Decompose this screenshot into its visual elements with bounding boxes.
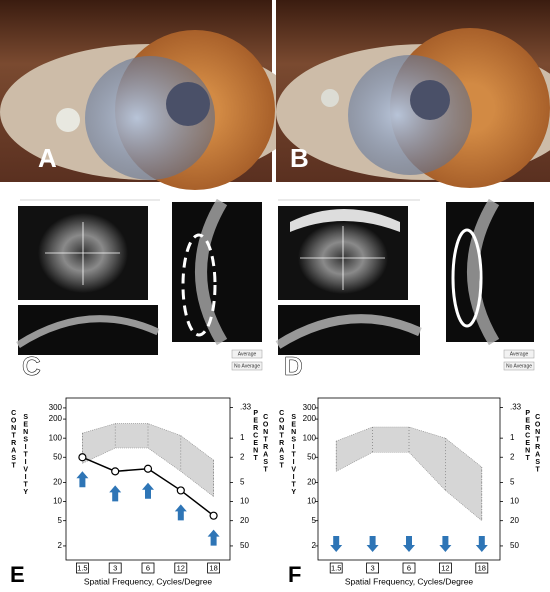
y2-tick-label: 1 bbox=[510, 433, 515, 442]
plot-frame bbox=[65, 397, 231, 561]
data-point bbox=[143, 464, 153, 473]
y2-tick-label: 2 bbox=[510, 452, 515, 461]
arrow bbox=[207, 529, 220, 546]
panel-label: D bbox=[284, 351, 303, 381]
x-tick-box bbox=[402, 562, 416, 574]
x-tick-box bbox=[76, 562, 89, 574]
x-tick-label: 12 bbox=[177, 563, 185, 572]
arrow bbox=[439, 536, 452, 552]
x-tick-box bbox=[174, 562, 188, 574]
y-axis-label: SENSITIVITY bbox=[290, 414, 297, 497]
photo-a: A bbox=[0, 0, 300, 190]
x-tick-box bbox=[366, 562, 380, 574]
button[interactable]: Average bbox=[510, 351, 529, 357]
panel-label: B bbox=[290, 143, 309, 173]
y-tick-label: 20 bbox=[307, 478, 316, 487]
data-point bbox=[209, 511, 218, 520]
arrow bbox=[76, 471, 89, 488]
y-tick-label: 300 bbox=[49, 403, 63, 412]
y2-tick-label: 10 bbox=[510, 497, 519, 506]
x-tick-box bbox=[329, 562, 343, 574]
y2-tick-label: 2 bbox=[240, 452, 245, 461]
button[interactable]: No Average bbox=[506, 363, 532, 369]
x-tick-box bbox=[475, 562, 489, 574]
y-tick-label: 5 bbox=[58, 516, 63, 525]
x-tick-box bbox=[207, 562, 221, 574]
button[interactable]: No Average bbox=[234, 363, 260, 369]
y-tick-label: 50 bbox=[307, 452, 316, 461]
y2-axis-label: CONTRAST bbox=[262, 414, 269, 474]
y2-tick-label: 50 bbox=[240, 541, 249, 550]
y2-axis-label: CONTRAST bbox=[534, 414, 541, 474]
x-tick-label: 1.5 bbox=[331, 563, 341, 572]
y2-tick-label: 50 bbox=[510, 541, 519, 550]
y2-tick-label: 20 bbox=[510, 516, 519, 525]
x-tick-label: 6 bbox=[407, 563, 411, 572]
arrow bbox=[475, 536, 488, 552]
y2-tick-label: 1 bbox=[240, 433, 245, 442]
y-tick-label: 10 bbox=[53, 497, 62, 506]
arrow bbox=[403, 536, 415, 552]
x-tick-label: 18 bbox=[478, 563, 486, 572]
x-tick-label: 18 bbox=[209, 563, 217, 572]
button[interactable]: Average bbox=[238, 351, 257, 357]
data-point bbox=[111, 467, 120, 476]
x-tick-box bbox=[438, 562, 452, 574]
y2-tick-label: .33 bbox=[510, 403, 522, 412]
y-axis-label: CONTRAST bbox=[278, 410, 285, 470]
y-tick-label: 100 bbox=[49, 433, 63, 442]
x-tick-label: 3 bbox=[113, 563, 117, 572]
y-tick-label: 2 bbox=[312, 541, 317, 550]
y2-tick-label: 20 bbox=[240, 516, 249, 525]
y-tick-label: 300 bbox=[303, 403, 317, 412]
x-axis-label: Spatial Frequency, Cycles/Degree bbox=[345, 576, 474, 586]
y-tick-label: 2 bbox=[58, 541, 63, 550]
y2-axis-label: PERCENT bbox=[524, 410, 531, 463]
y-tick-label: 10 bbox=[307, 497, 316, 506]
data-point bbox=[176, 486, 185, 495]
arrow bbox=[366, 536, 379, 552]
arrow bbox=[109, 485, 122, 502]
x-tick-box bbox=[108, 562, 122, 574]
y-axis-label: CONTRAST bbox=[10, 410, 17, 470]
panel-label: A bbox=[38, 143, 57, 173]
arrow bbox=[142, 482, 154, 499]
y2-tick-label: 10 bbox=[240, 497, 249, 506]
y-tick-label: 200 bbox=[303, 414, 317, 423]
panel-label: F bbox=[288, 562, 301, 587]
y2-axis-label: PERCENT bbox=[252, 410, 259, 463]
x-tick-label: 3 bbox=[371, 563, 375, 572]
y2-tick-label: .33 bbox=[240, 403, 252, 412]
x-tick-label: 12 bbox=[441, 563, 449, 572]
y-axis-label: SENSITIVITY bbox=[22, 414, 29, 497]
arrow bbox=[330, 536, 343, 552]
y-tick-label: 100 bbox=[303, 433, 317, 442]
x-axis-label: Spatial Frequency, Cycles/Degree bbox=[84, 576, 213, 586]
oct-panel-c: Average No Average C bbox=[16, 198, 263, 381]
oct-panel-d: Average No Average D bbox=[275, 198, 535, 381]
panel-label: C bbox=[22, 351, 41, 381]
y-tick-label: 20 bbox=[53, 478, 62, 487]
data-point bbox=[78, 453, 87, 462]
x-tick-label: 1.5 bbox=[77, 563, 87, 572]
arrow bbox=[174, 504, 187, 521]
y-tick-label: 200 bbox=[49, 414, 63, 423]
normal-range bbox=[335, 426, 483, 522]
y-tick-label: 50 bbox=[53, 452, 62, 461]
y2-tick-label: 5 bbox=[240, 478, 245, 487]
y-tick-label: 5 bbox=[312, 516, 317, 525]
panel-label: E bbox=[10, 562, 25, 587]
photo-b: B bbox=[276, 0, 550, 188]
x-tick-label: 6 bbox=[146, 563, 150, 572]
plot-frame bbox=[317, 397, 501, 561]
x-tick-box bbox=[141, 562, 155, 574]
y2-tick-label: 5 bbox=[510, 478, 515, 487]
